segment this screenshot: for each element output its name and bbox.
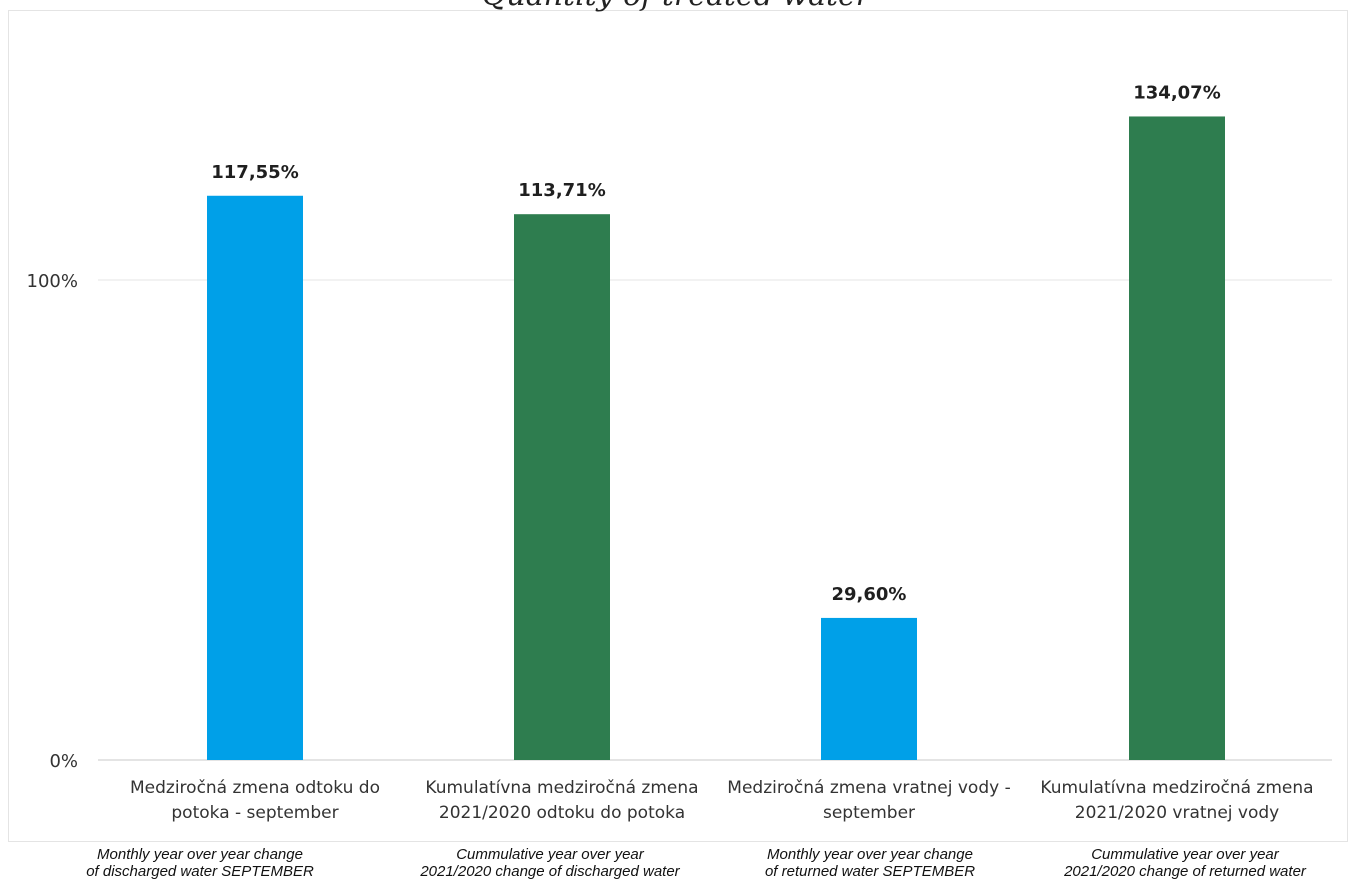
- bar: [514, 214, 610, 760]
- bar: [1129, 116, 1225, 761]
- bar: [821, 617, 917, 760]
- translation-label: Monthly year over year change of returned…: [720, 846, 1020, 880]
- x-tick-label-line: september: [822, 803, 916, 823]
- data-label: 29,60%: [832, 584, 907, 605]
- translation-line: Cummulative year over year: [456, 846, 644, 863]
- x-tick-label: Kumulatívna medziročná zmena 2021/2020 od…: [412, 776, 712, 826]
- y-tick-label: 100%: [27, 271, 78, 292]
- x-tick-label-line: 2021/2020 vratnej vody: [1074, 803, 1280, 823]
- translation-line: of discharged water SEPTEMBER: [86, 863, 314, 880]
- data-label: 134,07%: [1133, 82, 1221, 103]
- translation-line: of returned water SEPTEMBER: [764, 863, 976, 880]
- translation-line: 2021/2020 change of returned water: [1064, 863, 1306, 880]
- translation-line: 2021/2020 change of discharged water: [420, 863, 680, 880]
- x-tick-label-line: 2021/2020 odtoku do potoka: [438, 803, 686, 823]
- bar: [207, 195, 303, 760]
- data-label: 117,55%: [211, 162, 299, 183]
- y-tick-label: 0%: [49, 751, 78, 772]
- x-tick-label-line: Kumulatívna medziročná zmena: [425, 778, 699, 798]
- translation-line: Monthly year over year change: [767, 846, 973, 863]
- x-tick-label-line: Medziročná zmena vratnej vody -: [727, 778, 1011, 798]
- x-tick-label-line: potoka - september: [171, 803, 339, 823]
- x-tick-label: Kumulatívna medziročná zmena 2021/2020 vr…: [1027, 776, 1327, 826]
- data-label: 113,71%: [518, 180, 606, 201]
- x-tick-label-line: Kumulatívna medziročná zmena: [1040, 778, 1314, 798]
- translation-line: Monthly year over year change: [97, 846, 303, 863]
- x-tick-label-line: Medziročná zmena odtoku do: [129, 778, 380, 798]
- translation-label: Cummulative year over year 2021/2020 chan…: [400, 846, 700, 880]
- translation-label: Cummulative year over year 2021/2020 chan…: [1035, 846, 1335, 880]
- x-tick-label: Medziročná zmena odtoku do potoka - septe…: [105, 776, 405, 826]
- chart-frame: [8, 10, 1348, 842]
- translation-label: Monthly year over year change of discharg…: [50, 846, 350, 880]
- chart-title: Quantity of treated water: [0, 0, 1352, 13]
- x-tick-label: Medziročná zmena vratnej vody - september: [719, 776, 1019, 826]
- translation-line: Cummulative year over year: [1091, 846, 1279, 863]
